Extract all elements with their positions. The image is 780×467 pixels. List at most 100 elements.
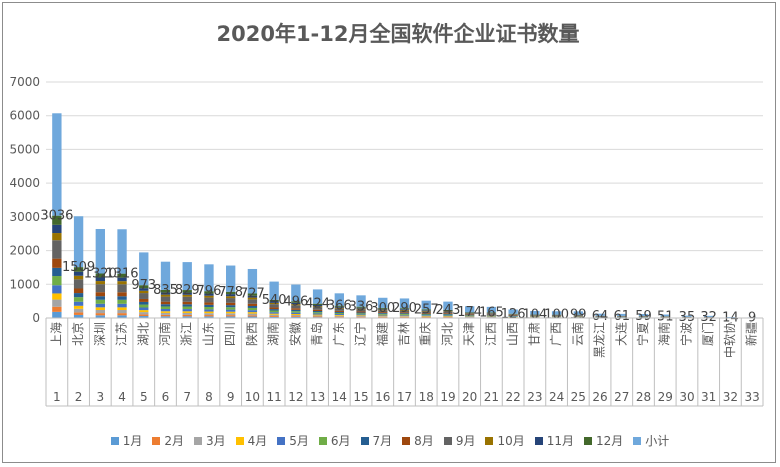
bar-segment xyxy=(182,316,192,318)
x-tick-label: 江西 xyxy=(484,322,498,346)
x-tick-label: 厦门 xyxy=(700,322,715,346)
bar-segment xyxy=(226,316,236,318)
bar-segment xyxy=(421,309,431,311)
bar-segment xyxy=(117,313,127,316)
bar-segment xyxy=(399,313,410,315)
bar-segment xyxy=(73,293,84,298)
bar-segment xyxy=(269,301,279,303)
bar-segment xyxy=(269,304,279,308)
bar-segment xyxy=(356,311,366,313)
bar-segment xyxy=(443,310,453,312)
x-tick-label: 山西 xyxy=(506,322,520,346)
x-index-label: 8 xyxy=(205,390,213,404)
bar-segment xyxy=(508,314,518,316)
x-tick-label: 上海 xyxy=(48,322,63,346)
bar-segment xyxy=(269,316,279,318)
bar-segment xyxy=(486,315,497,317)
bar-segment xyxy=(226,294,236,297)
bar-segment xyxy=(52,285,62,294)
bar-segment xyxy=(204,311,214,314)
bar-segment xyxy=(160,292,171,295)
x-index-label: 33 xyxy=(744,390,759,404)
bar-segment xyxy=(269,314,279,316)
y-tick-label: 3000 xyxy=(9,210,40,224)
x-tick-label: 湖南 xyxy=(266,322,281,346)
bar-segment xyxy=(95,315,105,318)
x-tick-label: 广东 xyxy=(332,322,346,346)
legend-item: 小计 xyxy=(633,432,669,449)
bar-segment xyxy=(182,296,192,302)
legend-swatch xyxy=(534,436,543,445)
bar-subtotal xyxy=(573,311,583,315)
bar-segment xyxy=(486,314,497,316)
bar-segment xyxy=(312,315,323,317)
y-tick-label: 0 xyxy=(32,311,40,325)
bar-segment xyxy=(312,307,323,310)
bar-segment xyxy=(443,314,453,316)
bar-segment xyxy=(182,306,192,310)
x-index-label: 27 xyxy=(614,390,629,404)
legend-swatch xyxy=(360,436,369,445)
bar-segment xyxy=(291,304,301,306)
bar-segment xyxy=(421,314,431,316)
x-tick-label: 吉林 xyxy=(397,322,411,346)
bar-segment xyxy=(378,308,388,310)
x-tick-label: 江苏 xyxy=(115,322,129,346)
bar-segment xyxy=(247,305,258,308)
bar-segment xyxy=(443,316,453,318)
bar-segment xyxy=(182,312,192,315)
bar-segment xyxy=(226,309,236,312)
data-label: 835 xyxy=(153,283,178,298)
legend-label: 4月 xyxy=(247,434,268,448)
bar-segment xyxy=(269,312,279,314)
x-index-label: 30 xyxy=(679,390,694,404)
bar-segment xyxy=(443,311,453,314)
bar-segment xyxy=(182,314,192,317)
bar-segment xyxy=(247,312,258,314)
bar-segment xyxy=(204,295,214,298)
bar-subtotal xyxy=(443,301,453,310)
bar-segment xyxy=(356,313,366,315)
bar-segment xyxy=(465,315,475,317)
data-label: 366 xyxy=(327,299,352,314)
x-tick-label: 浙江 xyxy=(180,322,194,346)
bar-subtotal xyxy=(660,314,670,317)
bar-segment xyxy=(73,275,84,280)
bar-segment xyxy=(399,308,410,310)
bar-segment xyxy=(95,292,105,297)
bar-segment xyxy=(52,299,62,307)
bar-segment xyxy=(312,313,323,315)
bar-segment xyxy=(291,316,301,318)
bar-segment xyxy=(73,267,84,272)
legend-swatch xyxy=(584,436,593,445)
bar-segment xyxy=(312,304,323,307)
bar-segment xyxy=(160,316,171,318)
bar-segment xyxy=(160,301,171,305)
bar-segment xyxy=(95,284,105,293)
bar-subtotal xyxy=(334,293,344,306)
bar-segment xyxy=(204,302,214,305)
data-label: 496 xyxy=(283,294,308,309)
bar-segment xyxy=(160,294,171,297)
bar-segment xyxy=(117,296,127,300)
bar-segment xyxy=(356,315,366,316)
x-tick-label: 安徽 xyxy=(287,322,302,346)
bar-segment xyxy=(139,312,149,315)
bar-segment xyxy=(95,313,105,316)
y-tick-label: 4000 xyxy=(9,176,40,190)
bar-subtotal xyxy=(682,315,692,317)
bar-segment xyxy=(291,311,301,313)
x-index-label: 11 xyxy=(266,390,281,404)
x-index-label: 32 xyxy=(723,390,738,404)
bar-segment xyxy=(182,304,192,307)
bar-subtotal xyxy=(312,289,323,304)
bar-subtotal xyxy=(486,306,497,313)
legend-swatch xyxy=(277,436,286,445)
bar-segment xyxy=(378,316,388,318)
bar-segment xyxy=(139,293,149,299)
x-index-label: 12 xyxy=(288,390,303,404)
bar-segment xyxy=(52,240,62,259)
legend-label: 8月 xyxy=(414,434,434,448)
bar-subtotal xyxy=(52,113,62,216)
data-label: 973 xyxy=(131,278,156,293)
